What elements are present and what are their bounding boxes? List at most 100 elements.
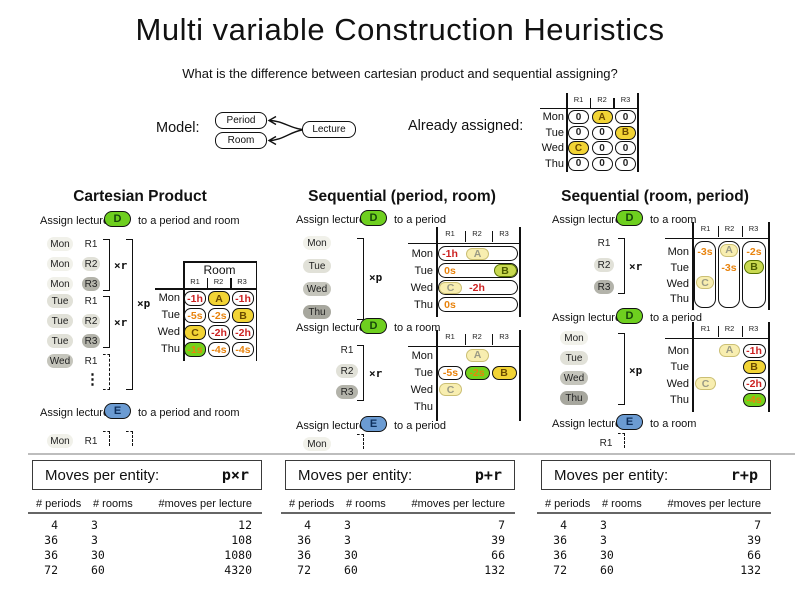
already-cell: 0 bbox=[615, 110, 636, 124]
seqrp-t2-score-cell: -1h bbox=[742, 343, 766, 358]
seqpr-t2-row-label: Wed bbox=[410, 384, 433, 396]
cp-table-line-left bbox=[183, 261, 185, 361]
move-period-pill: Mon bbox=[47, 277, 73, 291]
move-period-pill: Tue bbox=[47, 334, 73, 348]
cp-row-label: Thu bbox=[161, 343, 180, 355]
seqrp-t2-row-label: Tue bbox=[670, 361, 689, 373]
stats-value: 7 bbox=[754, 518, 761, 532]
next-move-room-pill: R1 bbox=[84, 435, 98, 447]
cp-score-cell: -1h bbox=[232, 291, 254, 306]
already-cell: 0 bbox=[615, 141, 636, 155]
stats-header: #moves per lecture bbox=[411, 498, 505, 510]
room-option-pill: R3 bbox=[336, 385, 358, 399]
seqpr-t1-row-label: Tue bbox=[414, 265, 433, 277]
already-row-label: Thu bbox=[545, 157, 564, 170]
stats-value: 39 bbox=[491, 533, 505, 547]
cp-assigned-cell: A bbox=[208, 291, 230, 306]
seqpr-t1-col-header: R3 bbox=[499, 229, 509, 238]
move-period-pill: Wed bbox=[47, 354, 73, 368]
seqpr-heading: Sequential (period, room) bbox=[308, 188, 496, 205]
stats-header: # periods bbox=[545, 498, 591, 510]
stats-value: 4 bbox=[304, 518, 311, 532]
stats-row: 36 30 66 bbox=[285, 548, 505, 562]
assign-text: to a room bbox=[394, 322, 441, 334]
room-option-pill: R2 bbox=[594, 258, 614, 272]
model-arrows bbox=[267, 115, 303, 146]
stats-value: 3 bbox=[600, 533, 607, 547]
move-room-pill: R2 bbox=[82, 257, 100, 271]
stats-table-seqrp: # periods # rooms #moves per lecture 4 3 7… bbox=[537, 498, 771, 588]
bracket-times-r bbox=[357, 345, 364, 401]
moves-per-entity-box-cartesian: Moves per entity: p×r bbox=[32, 460, 262, 490]
stats-value: 7 bbox=[498, 518, 505, 532]
seqpr-t2-col-header: R3 bbox=[499, 332, 509, 341]
stats-value: 36 bbox=[297, 548, 311, 562]
seqrp-heading: Sequential (room, period) bbox=[561, 188, 749, 205]
cp-row-label: Wed bbox=[157, 326, 180, 338]
entity-d-pill: D bbox=[104, 211, 131, 227]
entity-e-pill: E bbox=[360, 416, 387, 432]
cp-header-tick bbox=[230, 278, 232, 288]
entity-d-pill: D bbox=[616, 210, 643, 226]
seqrp-t2-ghost-a: A bbox=[719, 343, 740, 357]
seqrp-t1-col-selected bbox=[742, 241, 766, 308]
stats-value: 66 bbox=[491, 548, 505, 562]
stats-value: 132 bbox=[484, 563, 505, 577]
stats-value: 132 bbox=[740, 563, 761, 577]
stats-row: 4 3 7 bbox=[541, 518, 761, 532]
moves-formula: r+p bbox=[730, 466, 758, 484]
stats-header: #moves per lecture bbox=[158, 498, 252, 510]
cp-score-cell: -2h bbox=[208, 325, 230, 340]
move-room-pill: R3 bbox=[82, 277, 100, 291]
cp-score-cell: -4s bbox=[208, 342, 230, 357]
seqrp-t1-row-label: Wed bbox=[666, 278, 689, 290]
stats-value: 66 bbox=[747, 548, 761, 562]
already-row-label: Wed bbox=[541, 142, 564, 154]
assign-text: to a period bbox=[394, 420, 446, 432]
already-grid-line-left bbox=[566, 93, 568, 172]
stats-value: 30 bbox=[600, 548, 614, 562]
seqpr-t2-col-header: R1 bbox=[445, 332, 455, 341]
move-period-pill: Tue bbox=[47, 294, 73, 308]
already-col-header: R2 bbox=[597, 95, 607, 104]
seqpr-t1-ghost-c: C bbox=[439, 281, 462, 294]
times-r-label: ×r bbox=[114, 259, 128, 272]
stats-value: 3 bbox=[344, 518, 351, 532]
stats-value: 72 bbox=[44, 563, 58, 577]
cp-score-cell: -2h bbox=[232, 325, 254, 340]
seqpr-t2-col-header: R2 bbox=[472, 332, 482, 341]
seqpr-t2-header-rule bbox=[408, 345, 520, 348]
stats-value: 36 bbox=[44, 548, 58, 562]
stats-value: 3 bbox=[344, 533, 351, 547]
already-cell: 0 bbox=[591, 125, 613, 140]
model-lecture-box: Lecture bbox=[302, 121, 356, 138]
cp-col-header: R2 bbox=[213, 277, 224, 286]
section-divider bbox=[28, 453, 795, 455]
cp-assigned-cell: B bbox=[232, 308, 254, 323]
seqrp-t1-row-label: Thu bbox=[670, 293, 689, 305]
stats-row: 36 3 39 bbox=[285, 533, 505, 547]
seqpr-t2-selected-cell: -2s bbox=[464, 365, 490, 380]
cp-score-cell: -5s bbox=[184, 308, 206, 323]
bracket-times-r bbox=[103, 239, 110, 291]
arrow-lecture-to-room bbox=[268, 129, 303, 142]
seqrp-t1-header-rule bbox=[665, 237, 769, 240]
seqrp-t1-col-header: R3 bbox=[748, 224, 759, 233]
cp-table-top-rule bbox=[183, 261, 256, 263]
stats-row: 36 30 1080 bbox=[32, 548, 252, 562]
move-room-pill: R1 bbox=[84, 355, 98, 367]
stats-value: 30 bbox=[91, 548, 105, 562]
cp-header-rule bbox=[155, 288, 256, 290]
bracket-times-p bbox=[618, 333, 625, 405]
seqrp-t2-row-label: Wed bbox=[666, 378, 689, 390]
stats-value: 1080 bbox=[224, 548, 252, 562]
stats-value: 60 bbox=[344, 563, 358, 577]
seqpr-t2-line-right bbox=[519, 330, 521, 421]
period-option-pill: Thu bbox=[303, 305, 331, 319]
seqpr-t2-assigned-cell: B bbox=[491, 365, 517, 380]
moves-per-entity-box-seqpr: Moves per entity: p+r bbox=[285, 460, 515, 490]
bracket-stub bbox=[618, 433, 625, 448]
stats-table-seqpr: # periods # rooms #moves per lecture 4 3 7… bbox=[281, 498, 515, 588]
cp-col-header: R3 bbox=[237, 277, 247, 286]
seqrp-t2-col-header: R2 bbox=[724, 324, 735, 333]
